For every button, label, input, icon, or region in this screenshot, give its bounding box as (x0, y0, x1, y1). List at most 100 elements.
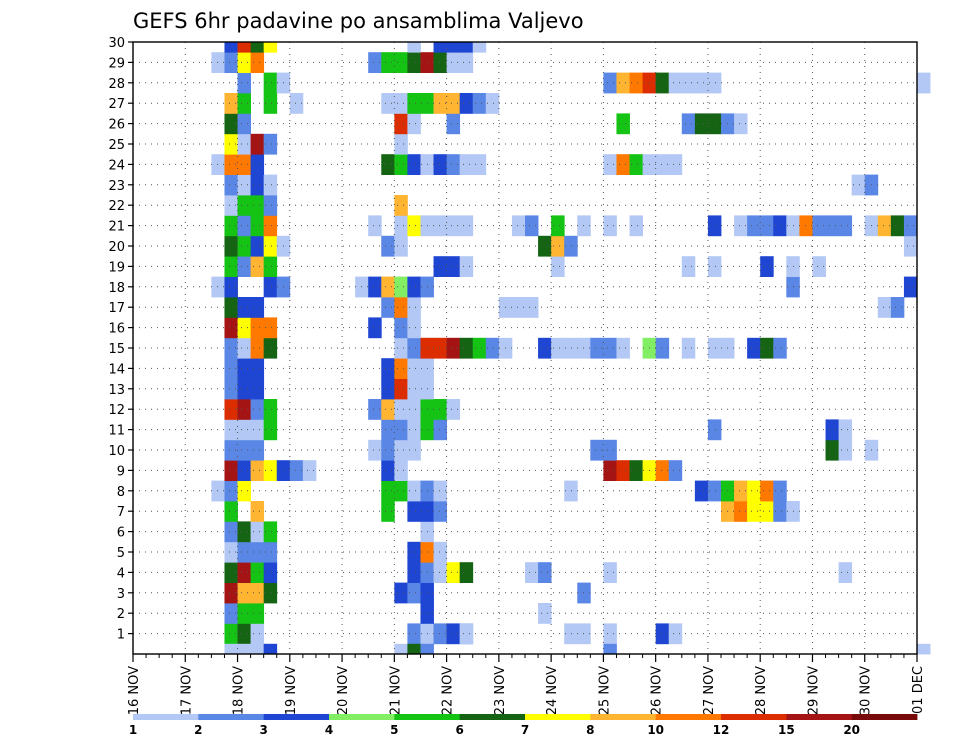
heatmap-cell (433, 541, 447, 563)
heatmap-cell (381, 154, 395, 175)
heatmap-cell (237, 195, 251, 216)
heatmap-cell (394, 399, 408, 420)
heatmap-cell (838, 439, 853, 461)
heatmap-cell (407, 562, 421, 583)
heatmap-cell (433, 337, 447, 359)
heatmap-cell (407, 623, 421, 645)
heatmap-cell (603, 643, 617, 655)
heatmap-cell (707, 72, 722, 94)
legend-swatch (133, 714, 199, 720)
heatmap-cell (250, 215, 265, 237)
heatmap-cell (446, 113, 461, 135)
y-tick-label: 10 (108, 444, 125, 459)
heatmap-cell (773, 480, 787, 502)
heatmap-cell (224, 337, 238, 359)
heatmap-cell (747, 501, 761, 522)
heatmap-cell (433, 52, 447, 73)
heatmap-cell (407, 541, 421, 563)
legend-swatch (394, 714, 461, 720)
heatmap-cell (263, 399, 278, 420)
heatmap-cell (224, 521, 238, 543)
heatmap-cell (237, 541, 251, 563)
heatmap-cell (407, 378, 421, 400)
y-tick-label: 1 (117, 628, 125, 643)
heatmap-cell (655, 623, 670, 645)
heatmap-cell (224, 42, 238, 53)
heatmap-cell (237, 52, 251, 73)
heatmap-cell (263, 195, 278, 216)
heatmap-cell (237, 643, 251, 655)
heatmap-cell (903, 276, 918, 298)
y-tick-label: 21 (108, 220, 125, 235)
y-tick-label: 23 (108, 179, 125, 194)
heatmap-cell (394, 133, 408, 155)
heatmap-cell (368, 276, 382, 298)
heatmap-cell (407, 215, 421, 237)
y-tick-label: 19 (108, 260, 125, 275)
heatmap-cell (211, 154, 225, 175)
heatmap-cell (250, 195, 265, 216)
heatmap-cell (603, 154, 617, 175)
heatmap-cell (263, 72, 278, 94)
heatmap-cell (263, 256, 278, 277)
heatmap-cell (551, 215, 565, 237)
heatmap-cell (446, 215, 461, 237)
heatmap-cell (538, 562, 552, 583)
heatmap-cell (237, 460, 251, 481)
heatmap-cell (890, 215, 905, 237)
y-tick-label: 13 (108, 383, 125, 398)
heatmap-cell (224, 378, 238, 400)
heatmap-cell (681, 337, 696, 359)
y-tick-label: 15 (108, 342, 125, 357)
y-axis: 1234567891011121314151617181920212223242… (108, 36, 133, 643)
y-tick-label: 22 (108, 199, 125, 214)
heatmap-cell (603, 439, 617, 461)
heatmap-cell (263, 174, 278, 196)
heatmap-cell (838, 562, 853, 583)
heatmap-cell (459, 215, 474, 237)
y-tick-label: 4 (117, 566, 125, 581)
heatmap-cell (407, 276, 421, 298)
heatmap-cell (237, 337, 251, 359)
x-tick-label: 21 NOV (388, 666, 403, 715)
heatmap-cell (472, 93, 487, 114)
heatmap-cell (564, 337, 578, 359)
heatmap-cell (237, 297, 251, 318)
heatmap-cell (629, 154, 643, 175)
heatmap-cell (381, 297, 395, 318)
heatmap-cell (407, 317, 421, 339)
heatmap-cell (224, 623, 238, 645)
heatmap-cell (263, 460, 278, 481)
heatmap-cell (237, 72, 251, 94)
heatmap-cell (472, 154, 487, 175)
heatmap-cell (838, 419, 853, 441)
heatmap-cell (224, 93, 238, 114)
heatmap-cell (420, 643, 434, 655)
heatmap-cell (394, 113, 408, 135)
heatmap-cell (237, 521, 251, 543)
heatmap-cell (485, 93, 500, 114)
heatmap-cell (407, 337, 421, 359)
heatmap-cell (459, 337, 474, 359)
heatmap-cell (564, 480, 578, 502)
x-tick-label: 23 NOV (493, 666, 508, 715)
heatmap-cell (381, 378, 395, 400)
y-tick-label: 20 (108, 240, 125, 255)
heatmap-cell (734, 480, 748, 502)
heatmap-cell (407, 480, 421, 502)
heatmap-cell (616, 72, 630, 94)
heatmap-cell (394, 358, 408, 379)
heatmap-cell (289, 460, 304, 481)
heatmap-cell (681, 113, 696, 135)
heatmap-cell (459, 52, 474, 73)
legend-swatch (263, 714, 330, 720)
heatmap-cell (616, 113, 630, 135)
heatmap-cell (407, 113, 421, 135)
heatmap-cell (250, 419, 265, 441)
heatmap-cell (394, 195, 408, 216)
heatmap-cell (381, 93, 395, 114)
heatmap-cell (263, 582, 278, 604)
heatmap-cell (394, 480, 408, 502)
x-tick-label: 27 NOV (702, 666, 717, 715)
